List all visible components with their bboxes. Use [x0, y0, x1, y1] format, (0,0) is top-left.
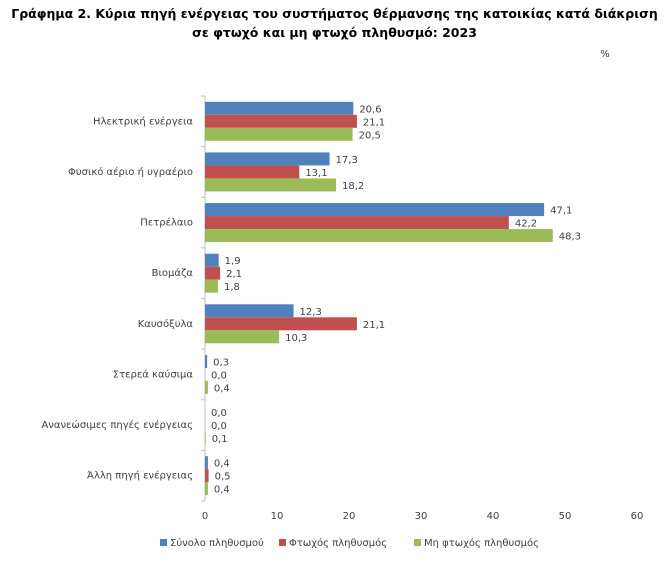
value-label: 17,3: [336, 155, 358, 166]
bar: [205, 216, 509, 230]
x-tick-label: 0: [202, 511, 208, 522]
bar: [205, 354, 208, 368]
value-label: 0,5: [215, 472, 231, 483]
unit-label: %: [600, 49, 610, 60]
y-tick-label: Καυσόξυλα: [138, 318, 194, 330]
x-tick-label: 60: [631, 511, 644, 522]
x-tick-label: 20: [343, 511, 356, 522]
x-tick-label: 10: [271, 511, 284, 522]
chart-title: Γράφημα 2. Κύρια πηγή ενέργειας του συστ…: [11, 6, 658, 40]
bar: [205, 482, 208, 496]
bar: [205, 127, 353, 141]
y-tick-label: Στερεά καύσιμα: [113, 368, 194, 380]
bar: [205, 456, 208, 470]
bar: [205, 317, 357, 331]
bar: [205, 266, 221, 280]
value-label: 0,0: [211, 370, 227, 381]
bar: [205, 101, 354, 115]
value-label: 13,1: [305, 168, 327, 179]
value-label: 20,5: [359, 130, 381, 141]
value-label: 10,3: [285, 333, 307, 344]
bar: [205, 229, 553, 243]
bar: [205, 203, 545, 217]
legend-label: Σύνολο πληθυσμού: [170, 537, 264, 549]
legend-label: Μη φτωχός πληθυσμός: [424, 537, 539, 549]
value-label: 18,2: [342, 181, 364, 192]
value-label: 0,3: [213, 357, 229, 368]
value-label: 1,9: [225, 256, 241, 267]
y-tick-label: Ανανεώσιμες πηγές ενέργειας: [41, 419, 193, 431]
bar: [205, 431, 206, 445]
value-label: 0,0: [211, 421, 227, 432]
bar: [205, 165, 300, 179]
value-label: 0,4: [214, 459, 230, 470]
x-tick-label: 50: [559, 511, 572, 522]
value-label: 42,2: [515, 219, 537, 230]
bar: [205, 114, 357, 128]
value-label: 0,0: [211, 408, 227, 419]
value-label: 0,4: [214, 383, 230, 394]
value-label: 1,8: [224, 282, 240, 293]
bar: [205, 279, 218, 293]
legend-swatch: [279, 539, 286, 546]
value-label: 20,6: [359, 104, 381, 115]
value-label: 21,1: [363, 117, 385, 128]
y-tick-label: Βιομάζα: [152, 267, 194, 279]
value-label: 12,3: [300, 307, 322, 318]
value-label: 2,1: [226, 269, 242, 280]
value-label: 0,4: [214, 485, 230, 496]
bar: [205, 304, 294, 318]
bar: [205, 253, 219, 267]
value-label: 48,3: [559, 232, 581, 243]
bar: [205, 330, 280, 344]
value-label: 0,1: [212, 434, 228, 445]
value-label: 47,1: [550, 206, 572, 217]
y-tick-label: Πετρέλαιο: [140, 217, 193, 229]
x-tick-label: 30: [415, 511, 428, 522]
legend-label: Φτωχός πληθυσμός: [289, 537, 387, 549]
bar: [205, 178, 337, 192]
bar: [205, 152, 330, 166]
x-tick-label: 40: [487, 511, 500, 522]
legend-swatch: [160, 539, 167, 546]
bar: [205, 469, 209, 483]
legend-swatch: [414, 539, 421, 546]
y-tick-label: Φυσικό αέριο ή υγραέριο: [68, 166, 193, 178]
bar: [205, 380, 208, 394]
y-tick-label: Άλλη πηγή ενέργειας: [87, 470, 193, 482]
y-tick-label: Ηλεκτρική ενέργεια: [93, 115, 193, 127]
value-label: 21,1: [363, 320, 385, 331]
